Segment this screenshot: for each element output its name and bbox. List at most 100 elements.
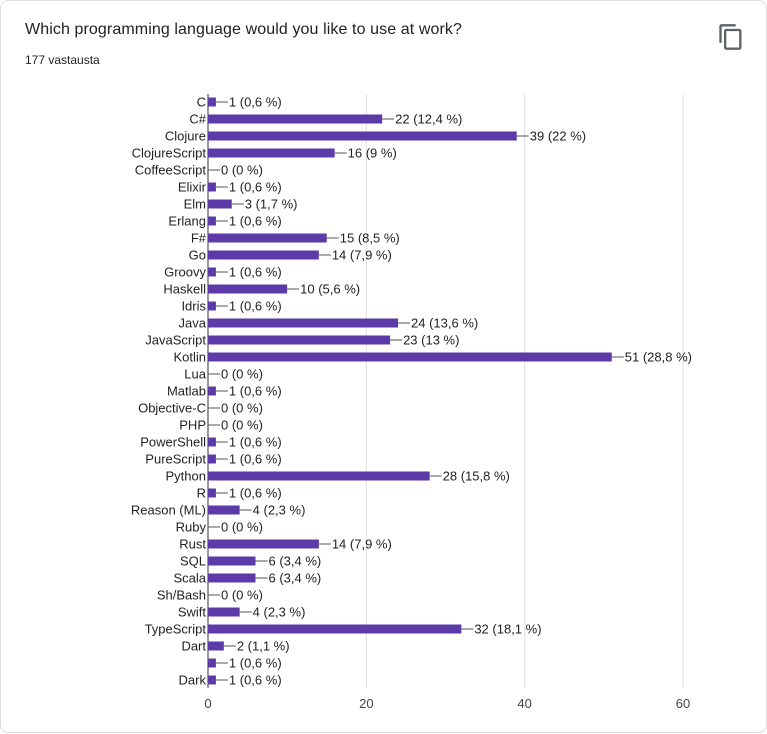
- value-label: 1 (0,6 %): [229, 486, 282, 501]
- bar: [208, 284, 288, 294]
- bar: [208, 250, 319, 260]
- value-label: 6 (3,4 %): [269, 554, 322, 569]
- bar: [208, 352, 612, 362]
- bar: [208, 488, 216, 498]
- category-label: Groovy: [164, 265, 206, 280]
- value-label: 16 (9 %): [348, 146, 397, 161]
- value-label: 15 (8,5 %): [340, 231, 400, 246]
- value-label: 22 (12,4 %): [395, 112, 462, 127]
- category-label: Elixir: [178, 180, 207, 195]
- value-label: 10 (5,6 %): [300, 282, 360, 297]
- value-label: 1 (0,6 %): [229, 384, 282, 399]
- value-label: 0 (0 %): [221, 588, 263, 603]
- category-label: ClojureScript: [132, 146, 207, 161]
- category-label: C#: [189, 112, 206, 127]
- category-label: Clojure: [165, 129, 206, 144]
- category-label: Reason (ML): [131, 503, 206, 518]
- value-label: 0 (0 %): [221, 401, 263, 416]
- category-label: Dart: [181, 639, 206, 654]
- category-label: Swift: [178, 605, 207, 620]
- category-label: TypeScript: [145, 622, 207, 637]
- category-label: Elm: [184, 197, 206, 212]
- bar: [208, 454, 216, 464]
- value-label: 0 (0 %): [221, 163, 263, 178]
- bar: [208, 97, 216, 107]
- value-label: 2 (1,1 %): [237, 639, 290, 654]
- value-label: 1 (0,6 %): [229, 656, 282, 671]
- bar: [208, 607, 240, 617]
- x-tick-label: 60: [676, 696, 690, 711]
- bar: [208, 318, 398, 328]
- bar: [208, 335, 391, 345]
- bar: [208, 114, 383, 124]
- category-label: Objective-C: [138, 401, 206, 416]
- category-label: Haskell: [163, 282, 206, 297]
- category-label: Ruby: [176, 520, 207, 535]
- x-tick-label: 40: [517, 696, 531, 711]
- category-label: SQL: [180, 554, 206, 569]
- bar: [208, 301, 216, 311]
- bar: [208, 675, 216, 685]
- bar: [208, 539, 319, 549]
- value-label: 39 (22 %): [530, 129, 586, 144]
- bar: [208, 556, 256, 566]
- copy-icon: [719, 24, 742, 50]
- value-label: 1 (0,6 %): [229, 214, 282, 229]
- copy-chart-button[interactable]: [717, 23, 745, 51]
- value-label: 28 (15,8 %): [443, 469, 510, 484]
- category-label: Dark: [179, 673, 207, 688]
- bar: [208, 658, 216, 668]
- category-label: F#: [191, 231, 207, 246]
- category-label: Lua: [184, 367, 206, 382]
- value-label: 1 (0,6 %): [229, 95, 282, 110]
- bar: [208, 148, 335, 158]
- response-count: 177 vastausta: [25, 53, 100, 67]
- bar: [208, 182, 216, 192]
- value-label: 24 (13,6 %): [411, 316, 478, 331]
- bar: [208, 573, 256, 583]
- bar: [208, 233, 327, 243]
- bar: [208, 131, 517, 141]
- value-label: 4 (2,3 %): [253, 503, 306, 518]
- bar: [208, 437, 216, 447]
- x-tick-label: 0: [204, 696, 211, 711]
- category-label: PureScript: [145, 452, 206, 467]
- category-label: Rust: [179, 537, 206, 552]
- bar: [208, 216, 216, 226]
- category-label: Kotlin: [173, 350, 206, 365]
- category-label: Sh/Bash: [157, 588, 206, 603]
- category-label: R: [197, 486, 206, 501]
- category-label: Scala: [173, 571, 206, 586]
- value-label: 1 (0,6 %): [229, 265, 282, 280]
- value-label: 1 (0,6 %): [229, 299, 282, 314]
- category-label: Go: [189, 248, 206, 263]
- bar: [208, 624, 462, 634]
- bar: [208, 386, 216, 396]
- value-label: 0 (0 %): [221, 367, 263, 382]
- x-tick-label: 20: [359, 696, 373, 711]
- category-label: Java: [179, 316, 207, 331]
- bar: [208, 199, 232, 209]
- category-label: CoffeeScript: [135, 163, 207, 178]
- value-label: 51 (28,8 %): [625, 350, 692, 365]
- category-label: JavaScript: [145, 333, 206, 348]
- value-label: 14 (7,9 %): [332, 248, 392, 263]
- category-label: Matlab: [167, 384, 206, 399]
- value-label: 0 (0 %): [221, 418, 263, 433]
- category-label: PowerShell: [140, 435, 206, 450]
- value-label: 6 (3,4 %): [269, 571, 322, 586]
- bar: [208, 267, 216, 277]
- category-label: Python: [166, 469, 206, 484]
- value-label: 14 (7,9 %): [332, 537, 392, 552]
- category-label: PHP: [179, 418, 206, 433]
- value-label: 3 (1,7 %): [245, 197, 298, 212]
- bar: [208, 641, 224, 651]
- bar: [208, 471, 430, 481]
- category-label: Idris: [181, 299, 206, 314]
- category-label: C: [197, 95, 206, 110]
- value-label: 32 (18,1 %): [474, 622, 541, 637]
- value-label: 23 (13 %): [403, 333, 459, 348]
- question-title: Which programming language would you lik…: [25, 21, 463, 38]
